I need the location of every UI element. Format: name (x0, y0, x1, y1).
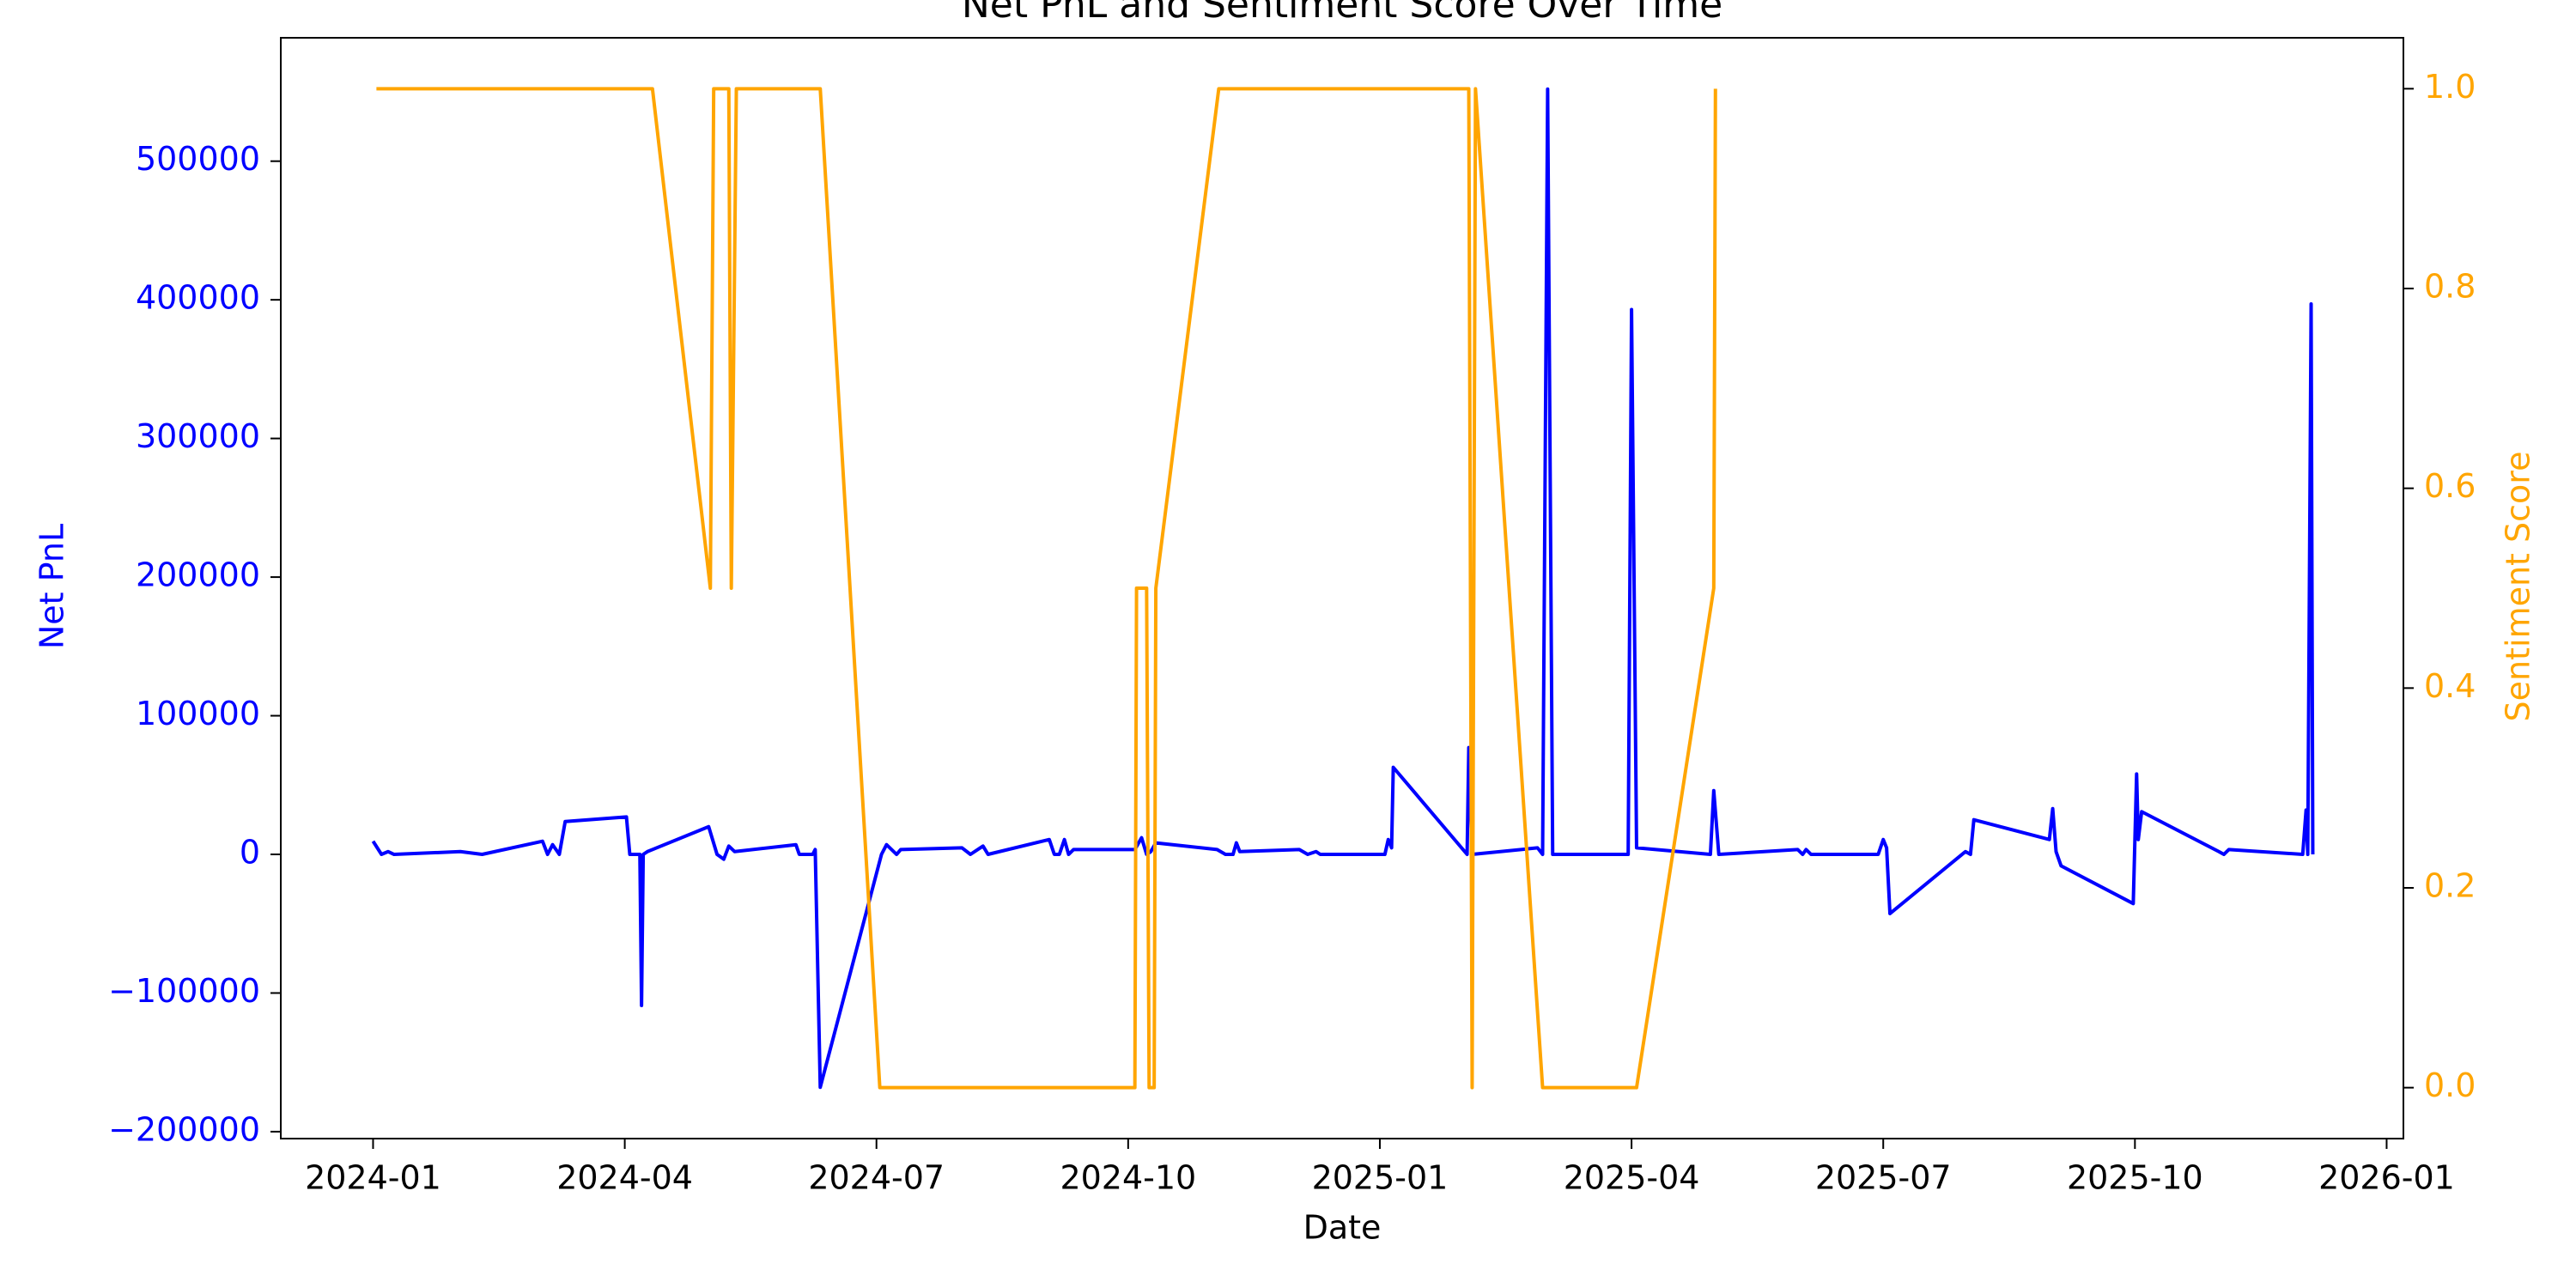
y-tick-label: 100000 (136, 695, 260, 732)
y2-tick-label: 0.4 (2424, 667, 2476, 705)
x-tick-label: 2026-01 (2318, 1159, 2455, 1197)
y-tick-label: 300000 (136, 417, 260, 455)
x-tick-label: 2024-07 (808, 1159, 945, 1197)
series-line (371, 87, 2315, 1090)
y-tick-label: 0 (240, 834, 260, 872)
x-tick-label: 2025-01 (1312, 1159, 1449, 1197)
y-tick-label: 500000 (136, 140, 260, 178)
x-tick-label: 2025-04 (1564, 1159, 1700, 1197)
x-tick-label: 2025-07 (1815, 1159, 1952, 1197)
y-axis-label: Net PnL (33, 524, 71, 649)
plot-frame (280, 37, 2404, 1139)
x-tick-label: 2024-04 (556, 1159, 693, 1197)
y2-tick-label: 0.8 (2424, 267, 2476, 305)
y-tick-label: −100000 (108, 972, 260, 1010)
x-tick-label: 2025-10 (2067, 1159, 2203, 1197)
y-tick-label: −200000 (108, 1110, 260, 1148)
x-tick-label: 2024-01 (305, 1159, 441, 1197)
y2-tick-label: 1.0 (2424, 68, 2476, 106)
y-tick-label: 200000 (136, 556, 260, 594)
chart-title: Net PnL and Sentiment Score Over Time (962, 0, 1722, 27)
y-tick-label: 400000 (136, 279, 260, 317)
y2-tick-label: 0.0 (2424, 1066, 2476, 1104)
y2-tick-label: 0.6 (2424, 467, 2476, 505)
series-line (376, 87, 1717, 1090)
y2-tick-label: 0.2 (2424, 867, 2476, 905)
x-tick-label: 2024-10 (1060, 1159, 1196, 1197)
x-axis-label: Date (1303, 1209, 1382, 1247)
y2-axis-label: Sentiment Score (2500, 452, 2537, 722)
